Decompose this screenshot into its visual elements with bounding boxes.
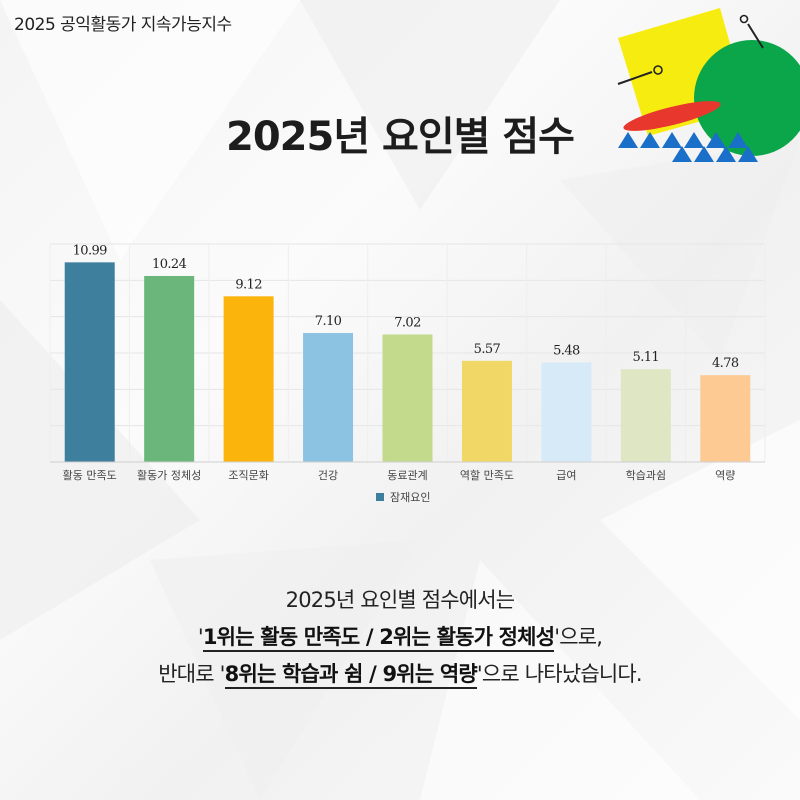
bar xyxy=(64,262,115,462)
legend-swatch xyxy=(376,493,384,501)
stick-line xyxy=(617,71,653,85)
blue-triangles xyxy=(618,132,758,162)
bar-value-label: 9.12 xyxy=(235,277,262,292)
bar-value-label: 4.78 xyxy=(712,356,739,371)
bar xyxy=(461,360,512,462)
category-tick-label: 활동 만족도 xyxy=(63,468,117,482)
bar-value-label: 10.24 xyxy=(152,257,187,272)
small-ring xyxy=(653,65,663,75)
summary-line-1: 2025년 요인별 점수에서는 xyxy=(285,588,515,612)
bar xyxy=(382,334,433,462)
category-tick-label: 학습과쉼 xyxy=(626,469,666,482)
summary-line-2-suffix: '으로, xyxy=(554,625,603,649)
green-circle-shape xyxy=(694,40,800,156)
category-tick-label: 건강 xyxy=(318,469,338,482)
bar xyxy=(541,362,592,462)
summary-highlight-top: 1위는 활동 만족도 / 2위는 활동가 정체성 xyxy=(202,625,555,652)
legend-label: 잠재요인 xyxy=(390,491,430,504)
summary-line-3-prefix: 반대로 ' xyxy=(158,662,225,686)
bar-value-label: 5.11 xyxy=(633,350,660,365)
bar xyxy=(620,369,671,462)
bar xyxy=(144,275,195,462)
summary-highlight-bottom: 8위는 학습과 쉼 / 9위는 역량 xyxy=(224,662,478,689)
category-tick-label: 역량 xyxy=(715,469,735,482)
small-ring-top xyxy=(739,14,749,24)
bar-value-label: 7.02 xyxy=(394,315,421,330)
summary-line-3-suffix: '으로 나타났습니다. xyxy=(476,662,643,686)
summary-text: 2025년 요인별 점수에서는 '1위는 활동 만족도 / 2위는 활동가 정체… xyxy=(0,582,800,693)
bar xyxy=(700,375,751,462)
bar-value-label: 7.10 xyxy=(315,314,342,329)
bar-value-label: 10.99 xyxy=(73,243,108,258)
summary-line-2: '1위는 활동 만족도 / 2위는 활동가 정체성'으로, xyxy=(0,619,800,656)
page-title: 2025년 요인별 점수 xyxy=(226,114,575,160)
bar-chart: 10.99 활동 만족도 10.24 활동가 정체성 9.12 조직문화 7.10 건강 7.0… xyxy=(49,243,766,504)
bar xyxy=(303,333,354,462)
category-tick-label: 동료관계 xyxy=(387,469,427,482)
decorative-shapes-illustration xyxy=(617,8,800,162)
category-tick-label: 역할 만족도 xyxy=(460,469,514,482)
red-leaf-shape xyxy=(623,101,721,131)
stick-line-top xyxy=(747,23,764,49)
bar xyxy=(223,296,274,462)
summary-line-2-prefix: ' xyxy=(197,625,204,649)
header-label: 2025 공익활동가 지속가능지수 xyxy=(14,15,232,35)
bar-value-label: 5.48 xyxy=(553,343,580,358)
summary-line-3: 반대로 '8위는 학습과 쉼 / 9위는 역량'으로 나타났습니다. xyxy=(0,656,800,693)
bar-value-label: 5.57 xyxy=(474,342,501,357)
category-tick-label: 급여 xyxy=(556,469,576,482)
category-tick-label: 조직문화 xyxy=(228,469,268,482)
category-tick-label: 활동가 정체성 xyxy=(137,468,201,482)
